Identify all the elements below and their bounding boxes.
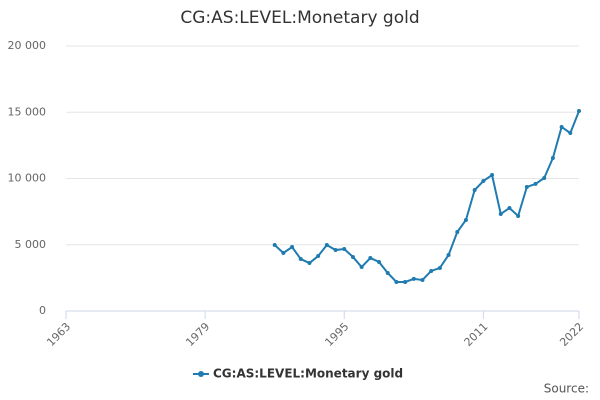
point — [333, 248, 338, 253]
point — [437, 265, 442, 270]
point — [481, 179, 486, 184]
point — [550, 155, 555, 160]
y-tick-label: 20 000 — [8, 39, 47, 52]
chart-title: CG:AS:LEVEL:Monetary gold — [180, 8, 419, 28]
legend-symbol — [198, 371, 204, 377]
point — [342, 246, 347, 251]
point — [350, 254, 355, 259]
y-tick-label: 5 000 — [15, 238, 47, 251]
point — [316, 254, 321, 259]
point — [298, 257, 303, 262]
point — [420, 277, 425, 282]
point — [524, 184, 529, 189]
x-tick-label: 2022 — [557, 320, 586, 349]
point — [577, 109, 581, 114]
point — [446, 252, 451, 257]
point — [377, 259, 382, 264]
point — [490, 173, 495, 178]
point — [507, 206, 512, 211]
point — [281, 250, 286, 255]
x-tick-label: 1995 — [322, 320, 351, 349]
x-tick-label: 1963 — [44, 320, 73, 349]
point — [290, 245, 295, 250]
point — [411, 276, 416, 281]
point — [272, 243, 277, 248]
point — [533, 181, 538, 186]
y-tick-label: 15 000 — [8, 105, 47, 118]
point — [498, 212, 503, 217]
point — [455, 230, 460, 235]
point — [359, 265, 364, 270]
y-tick-label: 0 — [39, 304, 46, 317]
point — [568, 131, 573, 136]
point — [307, 261, 312, 266]
y-tick-label: 10 000 — [8, 172, 47, 185]
point — [368, 256, 373, 260]
point — [385, 270, 390, 275]
point — [463, 217, 468, 222]
point — [516, 213, 521, 218]
point — [542, 175, 547, 180]
x-tick-label: 1979 — [183, 320, 212, 349]
point — [429, 268, 434, 273]
point — [403, 279, 408, 284]
x-tick-label: 2011 — [462, 320, 491, 349]
point — [324, 243, 329, 248]
line — [274, 110, 580, 283]
point — [559, 124, 564, 129]
point — [394, 279, 399, 284]
point — [472, 188, 477, 193]
legend-label: CG:AS:LEVEL:Monetary gold — [213, 367, 403, 381]
source: Source: — [544, 382, 589, 396]
